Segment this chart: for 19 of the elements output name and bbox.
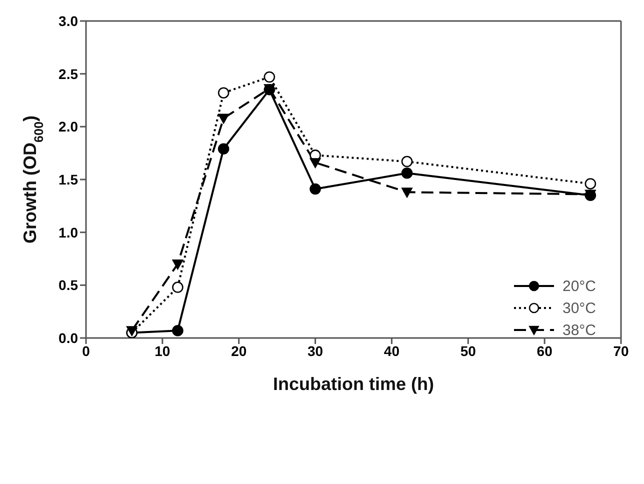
- x-tick-label: 40: [384, 342, 400, 359]
- x-tick-label: 30: [307, 342, 324, 359]
- x-tick-label: 50: [460, 342, 476, 359]
- y-tick-label: 2.5: [58, 66, 78, 82]
- legend-label: 38°C: [562, 322, 596, 338]
- x-tick-label: 70: [613, 342, 629, 359]
- y-tick-label: 0.0: [58, 330, 78, 346]
- x-tick-label: 0: [82, 342, 90, 359]
- x-axis-title: Incubation time (h): [273, 374, 434, 394]
- x-tick-label: 10: [154, 342, 170, 359]
- y-tick-label: 3.0: [58, 12, 78, 29]
- y-tick-label: 2.0: [58, 118, 78, 135]
- y-tick-label: 0.5: [58, 277, 78, 294]
- legend-label: 30°C: [562, 300, 596, 316]
- x-tick-label: 20: [231, 342, 247, 359]
- legend-label: 20°C: [562, 278, 596, 294]
- x-tick-label: 60: [536, 342, 553, 359]
- y-tick-label: 1.0: [58, 224, 78, 240]
- y-tick-label: 1.5: [58, 171, 78, 188]
